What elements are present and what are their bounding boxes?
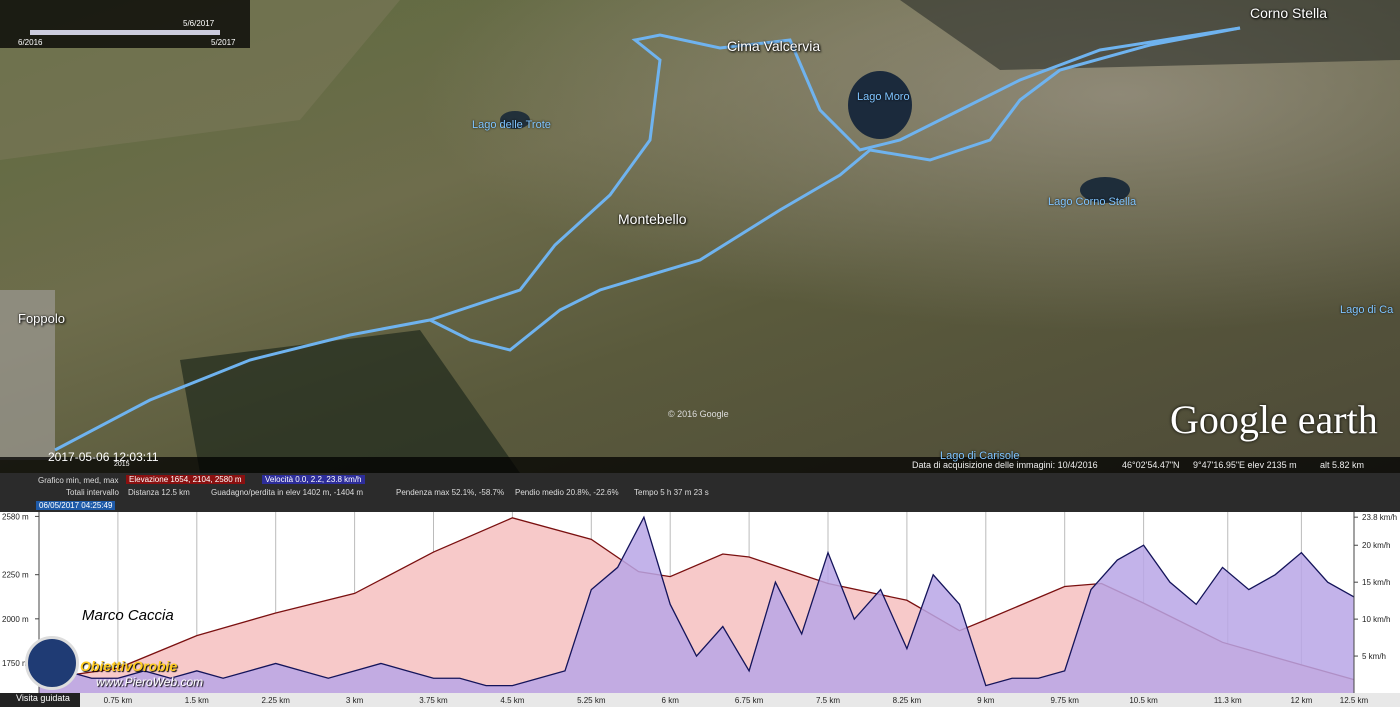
watermark-logo [25, 636, 79, 690]
time-slider[interactable]: 5/6/2017 6/2016 5/2017 [0, 0, 250, 48]
village [0, 290, 55, 460]
info-text: Tempo 5 h 37 m 23 s [634, 488, 709, 497]
lake [848, 71, 912, 139]
axis-strip [0, 693, 1400, 707]
slider-date: 5/6/2017 [183, 19, 215, 28]
placemark-label[interactable]: Corno Stella [1250, 5, 1328, 21]
status-text: 46°02'54.47"N [1122, 460, 1180, 470]
y2-tick-label: 23.8 km/h [1362, 513, 1397, 522]
x-tick-label: 10.5 km [1129, 696, 1158, 705]
x-tick-label: 9.75 km [1050, 696, 1079, 705]
x-tick-label: 2.25 km [261, 696, 290, 705]
info-text: Guadagno/perdita in elev 1402 m, -1404 m [211, 488, 364, 497]
copyright: © 2016 Google [668, 409, 729, 419]
y-tick-label: 2580 m [2, 512, 29, 521]
info-text: Pendenza max 52.1%, -58.7% [396, 488, 505, 497]
lake [1080, 177, 1130, 203]
timestamp: 2017-05-06 12:03:11 [48, 450, 159, 464]
info-text: Distanza 12.5 km [128, 488, 190, 497]
lake-label: Lago delle Trote [472, 119, 551, 131]
map-view[interactable] [0, 0, 1400, 473]
x-tick-label: 12.5 km [1340, 696, 1369, 705]
track [54, 26, 1241, 452]
info-tag[interactable]: Elevazione 1654, 2104, 2580 m [126, 475, 245, 484]
x-tick-label: 3.75 km [419, 696, 448, 705]
cursor-date: 06/05/2017 04:25:49 [36, 501, 116, 510]
slider-end: 5/2017 [211, 38, 236, 47]
lake-label: Lago Corno Stella [1048, 196, 1137, 208]
status-text: 9°47'16.95"E elev 2135 m [1193, 460, 1297, 470]
lake [500, 111, 530, 129]
area-fill [39, 517, 1354, 693]
info-label: Grafico min, med, max [38, 476, 119, 485]
x-tick-label: 9 km [977, 696, 995, 705]
info-text: Pendio medio 20.8%, -22.6% [515, 488, 619, 497]
imagery-year: 2015 [114, 461, 130, 468]
tour-button[interactable]: Visita guidata [0, 693, 80, 707]
watermark: ObiettivOrobie [80, 658, 178, 674]
elevation-profile[interactable]: 0.75 km 1.5 km 2.25 km 3 km 3.75 km 4.5 km 5.2… [0, 512, 1400, 707]
x-tick-label: 4.5 km [500, 696, 524, 705]
x-tick-label: 0.75 km [104, 696, 133, 705]
y2-tick-label: 5 km/h [1362, 652, 1386, 661]
y2-tick-label: 15 km/h [1362, 578, 1390, 587]
watermark: www.PieroWeb.com [96, 675, 204, 689]
placemark-label[interactable]: Cima Valcervia [727, 38, 821, 54]
x-tick-label: 8.25 km [893, 696, 922, 705]
slider-track[interactable] [30, 30, 220, 35]
status-text: alt 5.82 km [1320, 460, 1365, 470]
lake-label: Lago Moro [857, 91, 910, 103]
place-label: Foppolo [18, 311, 65, 326]
lake-label: Lago di Ca [1340, 304, 1394, 316]
status-text: Data di acquisizione delle immagini: 10/… [912, 460, 1098, 470]
slider-start: 6/2016 [18, 38, 43, 47]
shadow [900, 0, 1400, 70]
logo: Google earth [1170, 397, 1378, 442]
x-tick-label: 12 km [1291, 696, 1313, 705]
lake-label: Lago di Carisole [940, 450, 1020, 462]
info-tag[interactable]: Velocità 0.0, 2.2, 23.8 km/h [262, 475, 365, 484]
info-label: Totali intervallo [66, 488, 119, 497]
area-fill [39, 517, 1354, 693]
y-tick-label: 1750 m [2, 659, 29, 668]
x-tick-label: 3 km [346, 696, 364, 705]
y2-tick-label: 20 km/h [1362, 541, 1390, 550]
y-tick-label: 2000 m [2, 615, 29, 624]
track [429, 26, 1241, 322]
x-tick-label: 6 km [662, 696, 680, 705]
watermark: Marco Caccia [82, 607, 174, 624]
y2-tick-label: 10 km/h [1362, 615, 1390, 624]
series-line [38, 515, 1355, 687]
status-bar [0, 457, 1400, 473]
forest [180, 330, 520, 473]
x-tick-label: 7.5 km [816, 696, 840, 705]
x-tick-label: 11.3 km [1214, 696, 1242, 705]
placemark-label[interactable]: Montebello [618, 211, 687, 227]
x-tick-label: 6.75 km [735, 696, 764, 705]
x-tick-label: 1.5 km [185, 696, 209, 705]
x-tick-label: 5.25 km [577, 696, 606, 705]
y-tick-label: 2250 m [2, 571, 29, 580]
